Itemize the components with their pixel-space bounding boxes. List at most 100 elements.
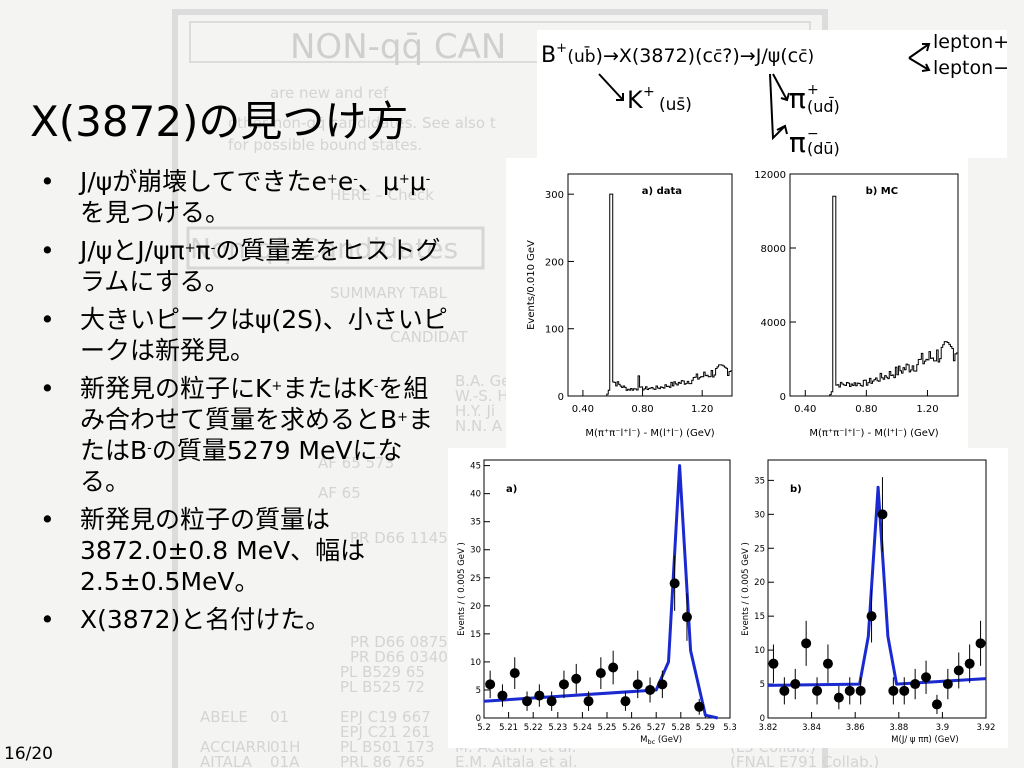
background-text: PL B501 173 xyxy=(340,738,435,756)
x-tick-label: 5.26 xyxy=(622,723,641,733)
plot-frame xyxy=(789,173,959,397)
data-point xyxy=(497,690,508,701)
charge-superscript: - xyxy=(373,379,379,394)
y-tick-label: 8000 xyxy=(761,244,786,255)
y-tick-label: 0 xyxy=(558,392,564,403)
panel-label: a) data xyxy=(642,186,682,197)
bullet-text: J/ψが崩壊してできたe xyxy=(80,167,327,196)
y-tick-label: 25 xyxy=(470,574,481,584)
y-tick-label: 15 xyxy=(470,630,481,640)
fit-curve xyxy=(483,464,719,720)
y-tick-label: 100 xyxy=(545,325,564,336)
data-point xyxy=(844,685,855,696)
arrow-icon xyxy=(598,73,624,101)
background-text: W.-S. H xyxy=(455,387,509,405)
bullet-item: J/ψとJ/ψπ+π-の質量差をヒストグラムにする。 xyxy=(40,235,450,297)
x-axis-label: M(J/ ψ ππ) (GeV) xyxy=(891,735,959,745)
background-text: EPJ C19 667 xyxy=(340,708,431,726)
bullet-text: の質量5279 MeVになる。 xyxy=(80,436,403,496)
data-point xyxy=(790,679,801,690)
background-text: H.Y. Ji xyxy=(455,402,495,420)
lepton-plus-label: lepton+ xyxy=(933,31,1007,53)
y-tick-label: 30 xyxy=(470,546,481,556)
bullet-text: を組み合わせて質量を求めるとB xyxy=(80,374,429,434)
y-tick-label: 40 xyxy=(470,490,481,500)
arrow-icon xyxy=(772,73,790,102)
chart-data-histogram: 0.40 0.80 1.20 0 100 200 300 a) data M(π⁺π⁻l⁺l⁻)… xyxy=(506,158,742,448)
x-tick-label: 5.24 xyxy=(573,723,592,733)
x-tick-label: 0.80 xyxy=(855,404,877,415)
bullet-text: 、μ xyxy=(357,167,399,196)
data-point xyxy=(942,679,953,690)
y-tick-label: 0 xyxy=(760,714,765,724)
data-point xyxy=(964,658,975,669)
pi-plus-charge: + xyxy=(807,82,819,98)
background-text: PR D66 034002 xyxy=(350,648,467,666)
x-tick-label: 3.92 xyxy=(977,723,996,733)
y-tick-label: 0 xyxy=(476,714,481,724)
x-tick-label: 5.28 xyxy=(671,723,690,733)
bullet-item: 新発見の粒子にK+またはK-を組み合わせて質量を求めるとB+またはB-の質量52… xyxy=(40,373,450,497)
y-tick-label: 15 xyxy=(754,612,765,622)
charge-superscript: + xyxy=(397,410,409,425)
bullet-text: π xyxy=(195,236,211,265)
background-text: 01H xyxy=(270,738,300,756)
panel-label: a) xyxy=(506,484,517,495)
data-point xyxy=(558,679,569,690)
background-text: ABELE xyxy=(200,708,248,726)
data-point xyxy=(522,696,533,707)
x-tick-label: 3.9 xyxy=(936,723,950,733)
charge-superscript: + xyxy=(184,241,196,256)
decay-chain-main: B+ (ub̄)→X(3872)(cc̄?)→J/ψ(cc̄) xyxy=(541,41,814,68)
charge-superscript: - xyxy=(353,172,358,187)
data-point xyxy=(910,679,921,690)
bullet-list: J/ψが崩壊してできたe+e-、μ+μ-を見つける。J/ψとJ/ψπ+π-の質量… xyxy=(40,166,450,642)
y-axis-label: Events/0.010 GeV xyxy=(526,240,537,330)
panel-label: b) MC xyxy=(866,186,899,197)
kaon-label: K xyxy=(627,86,644,114)
x-tick-label: 0.40 xyxy=(794,404,816,415)
background-text: E.M. Aitala et al. xyxy=(455,753,577,768)
background-text: EPJ C21 261 xyxy=(340,723,431,741)
x-tick-label: 0.80 xyxy=(631,404,653,415)
decay-chain: B+ (ub̄)→X(3872)(cc̄?)→J/ψ(cc̄) lepton+ le… xyxy=(541,31,1009,159)
y-tick-label: 20 xyxy=(470,602,481,612)
background-text: other non-qq̄ candidates. See also t xyxy=(228,114,496,132)
data-point xyxy=(888,685,899,696)
y-tick-label: 5 xyxy=(760,680,765,690)
y-tick-label: 10 xyxy=(754,646,765,656)
data-point xyxy=(546,696,557,707)
data-point xyxy=(571,673,582,684)
charge-superscript: - xyxy=(210,241,216,256)
x-axis-label: M(π⁺π⁻l⁺l⁻) - M(l⁺l⁻) (GeV) xyxy=(585,428,714,439)
bullet-item: 新発見の粒子の質量は3872.0±0.8 MeV、幅は2.5±0.5MeV。 xyxy=(40,504,450,597)
pi-plus-label: π xyxy=(789,82,806,115)
data-point xyxy=(620,696,631,707)
kaon-charge: + xyxy=(643,84,655,100)
data-point xyxy=(975,638,986,649)
background-text: PRL 86 765 xyxy=(340,753,425,768)
background-text: 01A xyxy=(270,753,300,768)
chart-jpsipipi-fit: 3.82 3.84 3.86 3.88 3.9 3.92 0 5 10 15 20 25 30 35 b) M… xyxy=(738,448,1008,748)
page-number: 16/20 xyxy=(4,744,53,764)
pi-minus-quark-content: (dū) xyxy=(807,139,840,158)
background-text: PL B529 65 xyxy=(340,663,425,681)
plot-frame xyxy=(483,459,731,719)
x-tick-label: 5.21 xyxy=(499,723,518,733)
data-point xyxy=(899,685,910,696)
y-tick-label: 200 xyxy=(545,257,564,268)
bullet-text: X(3872)と名付けた。 xyxy=(80,605,331,634)
x-tick-label: 3.86 xyxy=(846,723,865,733)
x-tick-label: 5.25 xyxy=(598,723,617,733)
data-point xyxy=(595,668,606,679)
background-text: 01 xyxy=(270,708,289,726)
background-text: PL B525 72 xyxy=(340,678,425,696)
pi-minus-label: π xyxy=(789,126,806,158)
y-tick-label: 5 xyxy=(476,686,481,696)
y-tick-label: 20 xyxy=(754,578,765,588)
kaon-quark-content: (us̄) xyxy=(659,95,692,115)
data-point xyxy=(632,679,643,690)
data-point xyxy=(657,679,668,690)
x-tick-label: 5.2 xyxy=(477,723,491,733)
data-point xyxy=(768,658,779,669)
